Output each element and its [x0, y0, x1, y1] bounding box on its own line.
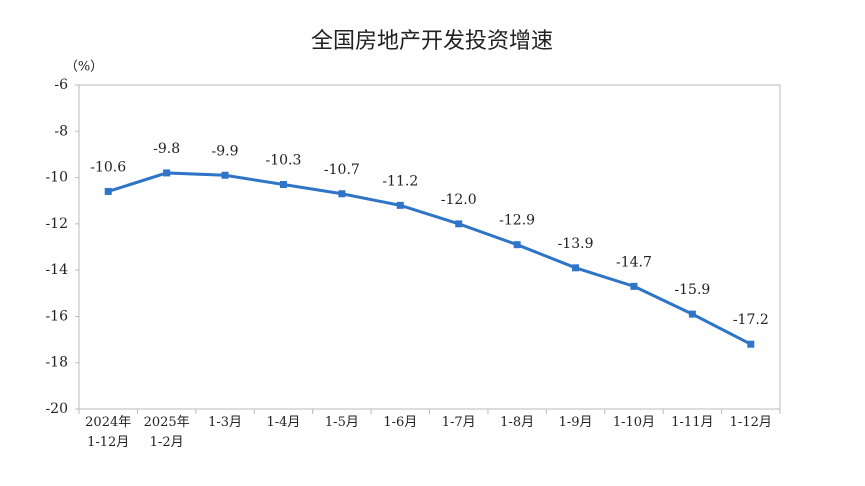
point-marker	[221, 171, 229, 179]
y-tick-label: -14	[45, 262, 68, 278]
y-tick-label: -12	[45, 216, 68, 232]
y-tick-label: -18	[45, 355, 68, 371]
data-label: -12.9	[499, 213, 535, 229]
x-tick-label: 1-8月	[500, 415, 535, 430]
point-marker	[163, 169, 171, 177]
data-label: -10.7	[324, 162, 360, 178]
y-unit: （%）	[65, 60, 103, 75]
data-label: -13.9	[558, 236, 594, 252]
point-marker	[513, 241, 521, 249]
x-tick-label: 1-9月	[558, 415, 593, 430]
x-tick-label: 1-6月	[383, 415, 418, 430]
x-tick-label: 1-4月	[266, 415, 301, 430]
x-tick-label: 2025年 1-2月	[143, 415, 190, 450]
x-tick-label: 1-5月	[324, 415, 359, 430]
y-tick-label: -6	[54, 77, 68, 93]
point-marker	[630, 282, 638, 290]
data-label: -9.8	[153, 141, 180, 157]
x-tick-label: 1-3月	[208, 415, 242, 430]
data-label: -11.2	[382, 173, 418, 189]
point-marker	[455, 220, 463, 228]
x-tick-label: 1-7月	[441, 415, 476, 430]
point-marker	[279, 181, 287, 189]
data-label: -10.6	[90, 159, 126, 175]
chart-title: 全国房地产开发投资增速	[311, 29, 553, 54]
y-tick-label: -16	[45, 308, 68, 324]
data-label: -9.9	[212, 143, 239, 159]
data-label: -12.0	[441, 192, 477, 208]
x-tick-label: 1-12月	[729, 415, 772, 430]
x-tick-label: 1-11月	[671, 415, 714, 430]
data-label: -17.2	[733, 312, 769, 328]
x-tick-label: 2024年 1-12月	[85, 415, 132, 450]
data-label: -15.9	[674, 282, 710, 298]
point-marker	[396, 201, 404, 209]
point-marker	[338, 190, 346, 198]
point-marker	[104, 187, 112, 195]
data-label: -14.7	[616, 254, 652, 270]
y-tick-label: -8	[54, 123, 68, 139]
y-tick-label: -10	[45, 170, 68, 186]
point-marker	[688, 310, 696, 318]
x-tick-label: 1-10月	[612, 415, 656, 430]
series-line	[107, 171, 752, 346]
y-tick-label: -20	[45, 401, 68, 417]
point-marker	[747, 340, 755, 348]
plot-frame	[78, 84, 781, 410]
point-marker	[572, 264, 580, 272]
data-label: -10.3	[266, 153, 302, 169]
